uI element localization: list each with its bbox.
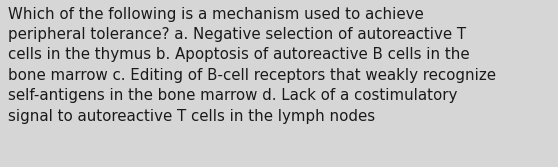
Text: Which of the following is a mechanism used to achieve
peripheral tolerance? a. N: Which of the following is a mechanism us… (8, 7, 496, 124)
